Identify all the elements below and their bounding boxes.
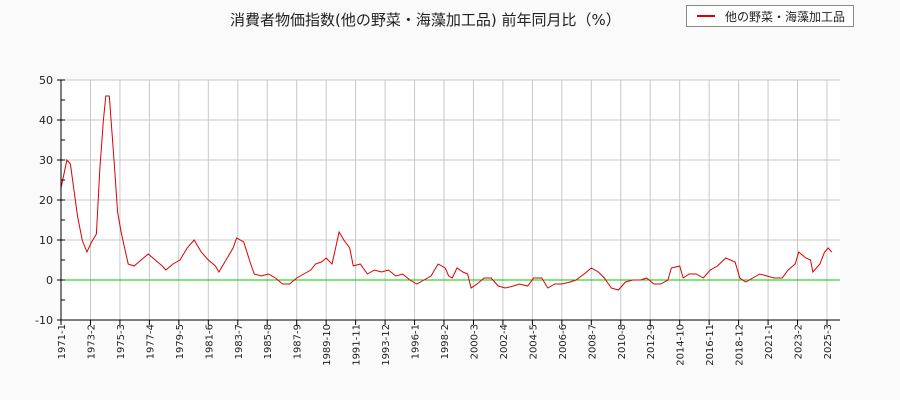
x-tick-label: 1975-3	[116, 324, 127, 359]
x-tick-label: 2006-6	[558, 324, 569, 359]
legend: 他の野菜・海藻加工品	[686, 5, 854, 27]
y-tick-label: 10	[39, 234, 53, 247]
x-tick-label: 1981-6	[204, 324, 215, 359]
x-tick-label: 2008-7	[587, 324, 598, 359]
y-tick-label: 50	[39, 74, 53, 87]
x-tick-label: 1996-1	[411, 324, 422, 359]
x-tick-label: 1979-5	[175, 324, 186, 359]
y-tick-label: 30	[39, 154, 53, 167]
x-tick-label: 1991-11	[352, 324, 363, 366]
x-tick-label: 2002-4	[499, 324, 510, 359]
x-tick-label: 2010-8	[617, 324, 628, 359]
x-tick-label: 1983-7	[234, 324, 245, 359]
x-tick-label: 1998-2	[440, 324, 451, 359]
y-tick-label: -10	[35, 314, 53, 327]
x-tick-label: 2018-12	[735, 324, 746, 366]
x-tick-label: 1987-9	[293, 324, 304, 359]
x-tick-label: 1973-2	[86, 324, 97, 359]
x-tick-label: 2025-3	[823, 324, 834, 359]
y-axis-labels: -10 0 10 20 30 40 50	[35, 74, 53, 327]
legend-line-swatch	[697, 15, 715, 17]
x-tick-label: 1977-4	[145, 324, 156, 359]
x-tick-label: 1985-8	[263, 324, 274, 359]
x-tick-label: 1989-10	[322, 324, 333, 366]
x-tick-label: 1993-12	[381, 324, 392, 366]
y-tick-label: 0	[46, 274, 53, 287]
legend-label: 他の野菜・海藻加工品	[725, 9, 846, 24]
y-tick-label: 20	[39, 194, 53, 207]
x-tick-label: 2021-1	[764, 324, 775, 359]
x-tick-label: 2012-9	[646, 324, 657, 359]
x-tick-label: 2016-11	[705, 324, 716, 366]
series-line	[60, 95, 833, 291]
x-tick-label: 1971-1	[57, 324, 68, 359]
x-tick-label: 2000-3	[469, 324, 480, 359]
x-tick-label: 2014-10	[676, 324, 687, 366]
chart-title: 消費者物価指数(他の野菜・海藻加工品) 前年同月比（%）	[230, 11, 621, 29]
axes	[57, 79, 840, 325]
y-tick-label: 40	[39, 114, 53, 127]
x-tick-label: 2023-2	[794, 324, 805, 359]
x-tick-label: 2004-5	[528, 324, 539, 359]
x-axis-labels: 1971-1 1973-2 1975-3 1977-4 1979-5 1981-6 1983…	[57, 324, 834, 366]
